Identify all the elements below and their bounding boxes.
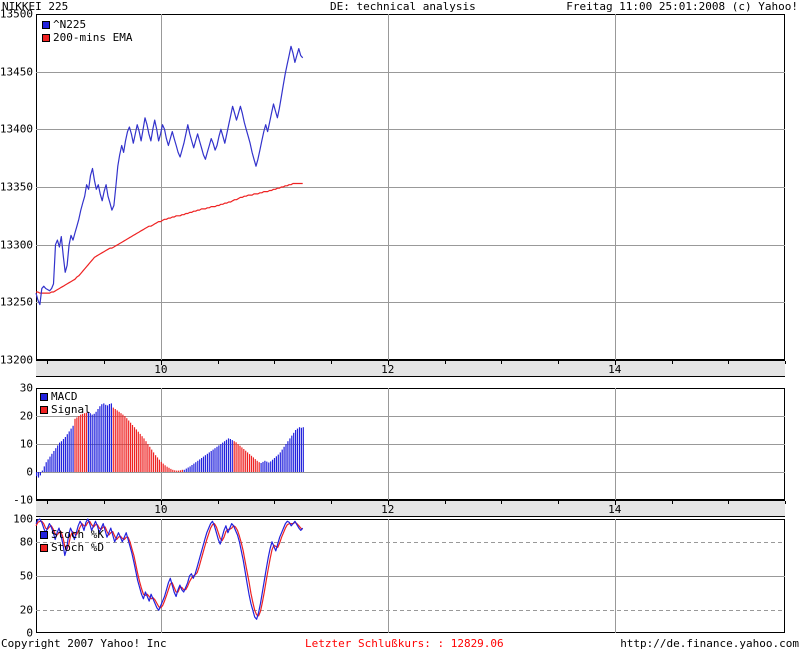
footer-url[interactable]: http://de.finance.yahoo.com <box>620 637 799 650</box>
x-axis-tick <box>615 501 616 505</box>
legend-item-stoch-k: Stoch %K <box>40 528 104 541</box>
legend-label-ema: 200-mins EMA <box>53 31 133 44</box>
x-axis-tick <box>558 501 559 504</box>
x-axis-tick <box>104 501 105 504</box>
footer-last-close: Letzter Schlußkurs: : 12829.06 <box>305 637 504 650</box>
y-axis-tick-label: 20 <box>19 409 33 423</box>
x-axis-tick <box>501 501 502 504</box>
price-x-axis-band: 10 12 14 <box>36 360 786 377</box>
legend-item-ema: 200-mins EMA <box>42 31 132 44</box>
legend-label-n225: ^N225 <box>53 18 87 31</box>
legend-label-macd: MACD <box>51 390 78 403</box>
x-axis-tick-label: 14 <box>608 363 622 376</box>
x-axis-tick <box>388 501 389 505</box>
x-axis-tick <box>785 361 786 364</box>
x-axis-tick-label: 10 <box>154 503 168 516</box>
legend-label-stoch-k: Stoch %K <box>51 528 104 541</box>
y-axis-tick-label: 30 <box>19 381 33 395</box>
stochastic-chart-panel[interactable]: Stoch %K Stoch %D <box>35 518 785 633</box>
price-legend: ^N225 200-mins EMA <box>42 18 132 44</box>
stoch-series-layer <box>35 518 304 620</box>
legend-swatch-blue-icon <box>40 392 48 401</box>
x-axis-tick <box>615 361 616 365</box>
macd-series-layer <box>36 403 304 478</box>
x-axis-tick <box>161 501 162 505</box>
x-axis-tick <box>445 361 446 364</box>
legend-swatch-red-icon <box>40 405 48 414</box>
y-axis-tick-label: 13400 <box>0 122 33 136</box>
header-bar: NIKKEI 225 DE: technical analysis Freita… <box>0 0 800 13</box>
footer-copyright: Copyright 2007 Yahoo! Inc <box>1 637 167 650</box>
stoch-y-axis-labels: 0 20 50 80 100 <box>0 514 36 639</box>
y-axis-tick-label: 10 <box>19 437 33 451</box>
y-axis-tick-label: 13350 <box>0 180 33 194</box>
x-axis-tick <box>47 361 48 364</box>
x-axis-tick <box>161 361 162 365</box>
header-analysis-title: DE: technical analysis <box>330 0 476 13</box>
y-axis-tick-label: 13500 <box>0 7 33 21</box>
x-axis-tick <box>728 361 729 364</box>
stoch-gridlines <box>36 519 785 633</box>
x-axis-tick-label: 10 <box>154 363 168 376</box>
stoch-legend: Stoch %K Stoch %D <box>40 528 104 554</box>
macd-gridlines <box>36 388 785 500</box>
y-axis-tick-label: 13300 <box>0 238 33 252</box>
legend-label-stoch-d: Stoch %D <box>51 541 104 554</box>
macd-x-axis-band: 10 12 14 <box>36 500 786 517</box>
x-axis-tick <box>104 361 105 364</box>
legend-swatch-red-icon <box>42 33 50 42</box>
x-axis-tick <box>218 501 219 504</box>
legend-label-signal: Signal <box>51 403 91 416</box>
x-axis-tick <box>388 361 389 365</box>
x-axis-tick <box>672 501 673 504</box>
x-axis-tick <box>218 361 219 364</box>
macd-chart-panel[interactable]: MACD Signal <box>36 388 785 500</box>
x-axis-tick <box>331 361 332 364</box>
header-timestamp: Freitag 11:00 25:01:2008 (c) Yahoo! <box>566 0 798 13</box>
y-axis-tick-label: -10 <box>13 493 33 507</box>
header-instrument-title: NIKKEI 225 <box>2 0 69 13</box>
y-axis-tick-label: 100 <box>13 512 33 526</box>
x-axis-tick <box>274 361 275 364</box>
x-axis-tick <box>47 501 48 504</box>
x-axis-tick <box>501 361 502 364</box>
x-axis-tick <box>785 501 786 504</box>
legend-swatch-blue-icon <box>42 20 50 29</box>
x-axis-tick <box>672 361 673 364</box>
x-axis-tick-label: 12 <box>381 363 395 376</box>
y-axis-tick-label: 13450 <box>0 65 33 79</box>
legend-swatch-blue-icon <box>40 530 48 539</box>
legend-swatch-red-icon <box>40 543 48 552</box>
y-axis-tick-label: 0 <box>26 626 33 640</box>
price-y-axis-labels: 13200 13250 13300 13350 13400 13450 13500 <box>0 9 36 366</box>
legend-item-n225: ^N225 <box>42 18 132 31</box>
y-axis-tick-label: 13200 <box>0 353 33 367</box>
macd-legend: MACD Signal <box>40 390 91 416</box>
x-axis-tick <box>331 501 332 504</box>
x-axis-tick-label: 14 <box>608 503 622 516</box>
y-axis-tick-label: 80 <box>19 535 33 549</box>
x-axis-tick <box>558 361 559 364</box>
y-axis-tick-label: 0 <box>26 465 33 479</box>
macd-y-axis-labels: -10 0 10 20 30 <box>0 383 36 506</box>
x-axis-tick <box>445 501 446 504</box>
x-axis-tick <box>728 501 729 504</box>
price-gridlines <box>36 14 785 360</box>
y-axis-tick-label: 20 <box>19 603 33 617</box>
price-series-layer <box>35 45 304 306</box>
x-axis-tick-label: 12 <box>381 503 395 516</box>
y-axis-tick-label: 50 <box>19 569 33 583</box>
legend-item-macd: MACD <box>40 390 91 403</box>
y-axis-tick-label: 13250 <box>0 295 33 309</box>
footer-bar: Copyright 2007 Yahoo! Inc Letzter Schluß… <box>0 637 800 651</box>
legend-item-stoch-d: Stoch %D <box>40 541 104 554</box>
price-chart-panel[interactable]: ^N225 200-mins EMA <box>35 14 785 360</box>
legend-item-signal: Signal <box>40 403 91 416</box>
x-axis-tick <box>274 501 275 504</box>
